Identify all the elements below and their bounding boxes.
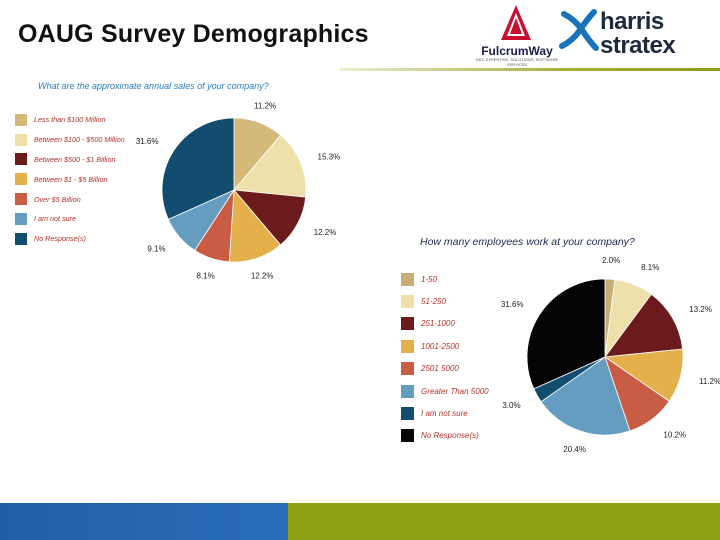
- legend-label: 51-250: [421, 297, 446, 307]
- chart2-slice-label-2501-5000: 10.2%: [663, 431, 686, 440]
- legend-label: Greater Than 5000: [421, 386, 489, 396]
- harris-stratex-logo-icon: [559, 9, 599, 51]
- legend-swatch: [15, 212, 27, 225]
- chart2-slice-label-251-1000: 13.2%: [689, 305, 712, 314]
- legend-label: No Response(s): [421, 431, 479, 441]
- chart2-slice-label-i-am-not-sure: 3.0%: [502, 401, 520, 410]
- chart1-slice-label-less-than-100-million: 11.2%: [254, 102, 276, 111]
- fulcrumway-logo-icon: [501, 5, 531, 40]
- chart1-slice-between-100-500-million: [233, 134, 307, 198]
- legend-swatch: [401, 339, 414, 353]
- chart1-legend-item-no-response-s: No Response(s): [15, 229, 125, 249]
- legend-label: I am not sure: [421, 409, 468, 419]
- chart1-legend-item-less-than-100-million: Less than $100 Million: [15, 110, 125, 130]
- legend-label: 1001-2500: [421, 341, 460, 351]
- chart1-slice-label-between-500-1-billion: 12.2%: [314, 228, 337, 237]
- legend-label: No Response(s): [34, 234, 86, 244]
- fulcrumway-tagline: GRC EXPERTISE, SOLUTIONS, SOFTWARE SERVI…: [475, 57, 559, 67]
- legend-swatch: [401, 295, 414, 309]
- legend-label: I am not sure: [34, 214, 76, 224]
- legend-label: Between $500 - $1 Billion: [34, 154, 116, 164]
- chart1-legend-item-between-100-500-million: Between $100 - $500 Million: [15, 130, 125, 150]
- fulcrumway-name: FulcrumWay: [481, 44, 553, 58]
- chart1-slice-label-between-100-500-million: 15.3%: [318, 152, 341, 161]
- chart2-slice-251-1000: [604, 293, 684, 358]
- chart2-slice-label-greater-than-5000: 20.4%: [563, 445, 586, 454]
- legend-label: Over $5 Billion: [34, 194, 81, 204]
- chart2-legend-item-greater-than-5000: Greater Than 5000: [401, 380, 489, 402]
- chart2-slice-label-no-response-s: 31.6%: [501, 300, 524, 309]
- legend-swatch: [401, 362, 414, 376]
- legend-swatch: [401, 384, 414, 398]
- chart2-slice-label-51-250: 8.1%: [641, 263, 659, 272]
- legend-label: 2501 5000: [421, 364, 459, 374]
- stratex-word: stratex: [600, 32, 676, 59]
- chart2-legend-item-i-am-not-sure: I am not sure: [401, 402, 489, 424]
- chart2-slice-no-response-s: [526, 278, 606, 390]
- legend-label: Between $100 - $500 Million: [34, 135, 125, 145]
- chart1-slice-label-i-am-not-sure: 9.1%: [147, 245, 165, 254]
- chart1-legend-item-over-5-billion: Over $5 Billion: [15, 189, 125, 209]
- fulcrumway-logo: FulcrumWay GRC EXPERTISE, SOLUTIONS, SOF…: [474, 4, 560, 67]
- chart1-legend-item-i-am-not-sure: I am not sure: [15, 209, 125, 229]
- legend-swatch: [401, 317, 414, 331]
- chart1-legend-item-between-500-1-billion: Between $500 - $1 Billion: [15, 150, 125, 170]
- chart2-legend-item-1001-2500: 1001-2500: [401, 335, 489, 357]
- chart1-slice-no-response-s: [161, 117, 235, 220]
- chart2-question: How many employees work at your company?: [420, 236, 635, 248]
- chart2-slice-greater-than-5000: [540, 356, 631, 436]
- legend-label: 1-50: [421, 274, 438, 284]
- footer-bar-green: [288, 503, 720, 540]
- legend-swatch: [401, 272, 414, 286]
- chart2-legend-item-251-1000: 251-1000: [401, 313, 489, 335]
- chart1-slice-label-over-5-billion: 8.1%: [196, 271, 214, 280]
- chart1-question: What are the approximate annual sales of…: [38, 81, 269, 91]
- harris-stratex-logo: harris stratex: [558, 6, 708, 62]
- chart2-legend-item-2501-5000: 2501 5000: [401, 358, 489, 380]
- chart1-legend: Less than $100 Million Between $100 - $50…: [15, 110, 125, 249]
- chart1-slice-label-between-1-5-billion: 12.2%: [251, 272, 274, 281]
- legend-swatch: [15, 113, 27, 126]
- chart2-legend-item-no-response-s: No Response(s): [401, 425, 489, 447]
- chart1-legend-item-between-1-5-billion: Between $1 - $5 Billion: [15, 169, 125, 189]
- chart2-legend-item-1-50: 1-50: [401, 268, 489, 290]
- legend-label: 251-1000: [421, 319, 455, 329]
- chart1-slice-label-no-response-s: 31.6%: [136, 137, 159, 146]
- chart2-slice-label-1-50: 2.0%: [602, 256, 620, 265]
- header-divider: [340, 68, 720, 71]
- slide-title: OAUG Survey Demographics: [18, 20, 369, 48]
- legend-swatch: [15, 133, 27, 146]
- legend-swatch: [401, 407, 414, 421]
- legend-swatch: [401, 429, 414, 443]
- chart2-legend: 1-50 51-250 251-1000 1001-2500 2501 5000 Grea…: [401, 268, 489, 447]
- footer-bar-blue: [0, 503, 288, 540]
- legend-swatch: [15, 232, 27, 245]
- harris-word: harris: [600, 8, 664, 35]
- legend-swatch: [15, 193, 27, 206]
- chart2-slice-label-1001-2500: 11.2%: [699, 377, 720, 386]
- legend-swatch: [15, 153, 27, 166]
- legend-label: Between $1 - $5 Billion: [34, 174, 108, 184]
- chart2-legend-item-51-250: 51-250: [401, 290, 489, 312]
- legend-label: Less than $100 Million: [34, 115, 106, 125]
- legend-swatch: [15, 173, 27, 186]
